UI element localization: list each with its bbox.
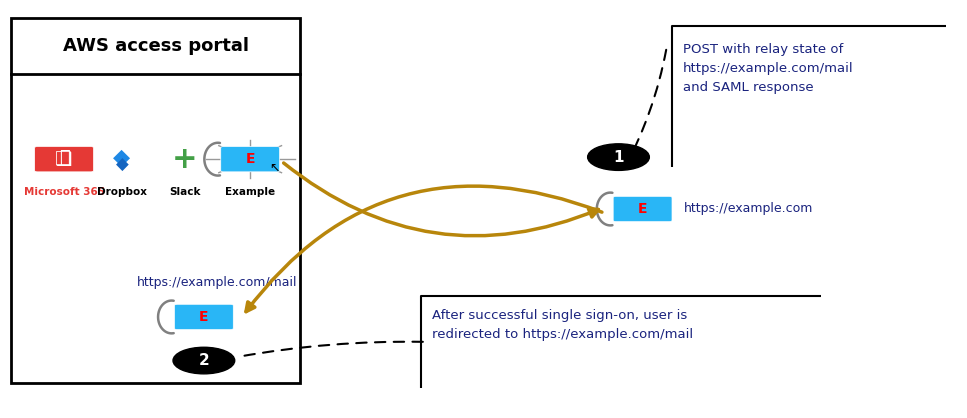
Text: 2: 2 xyxy=(198,353,209,368)
Text: Slack: Slack xyxy=(169,187,200,197)
Text: ⬜: ⬜ xyxy=(59,148,70,166)
FancyBboxPatch shape xyxy=(35,147,94,172)
Text: ↖: ↖ xyxy=(270,162,280,175)
Text: https://example.com/mail: https://example.com/mail xyxy=(136,276,297,289)
Text: +: + xyxy=(172,145,197,173)
Text: POST with relay state of
https://example.com/mail
and SAML response: POST with relay state of https://example… xyxy=(683,43,854,94)
Text: Microsoft 365: Microsoft 365 xyxy=(23,187,104,197)
Text: ◆: ◆ xyxy=(113,147,131,167)
FancyBboxPatch shape xyxy=(11,18,301,383)
Text: E: E xyxy=(246,152,255,166)
Text: Dropbox: Dropbox xyxy=(97,187,147,197)
Circle shape xyxy=(173,347,235,374)
FancyBboxPatch shape xyxy=(174,304,233,330)
Text: Example: Example xyxy=(225,187,276,197)
Circle shape xyxy=(588,144,650,171)
FancyBboxPatch shape xyxy=(613,196,672,222)
Text: 1: 1 xyxy=(613,150,624,165)
Text: ❑: ❑ xyxy=(55,150,73,169)
Text: ◆: ◆ xyxy=(115,156,129,174)
Text: After successful single sign-on, user is
redirected to https://example.com/mail: After successful single sign-on, user is… xyxy=(432,308,693,341)
Text: E: E xyxy=(638,202,647,216)
Text: AWS access portal: AWS access portal xyxy=(63,37,249,55)
FancyBboxPatch shape xyxy=(220,147,279,172)
Text: E: E xyxy=(199,310,209,324)
Text: https://example.com: https://example.com xyxy=(684,202,813,216)
